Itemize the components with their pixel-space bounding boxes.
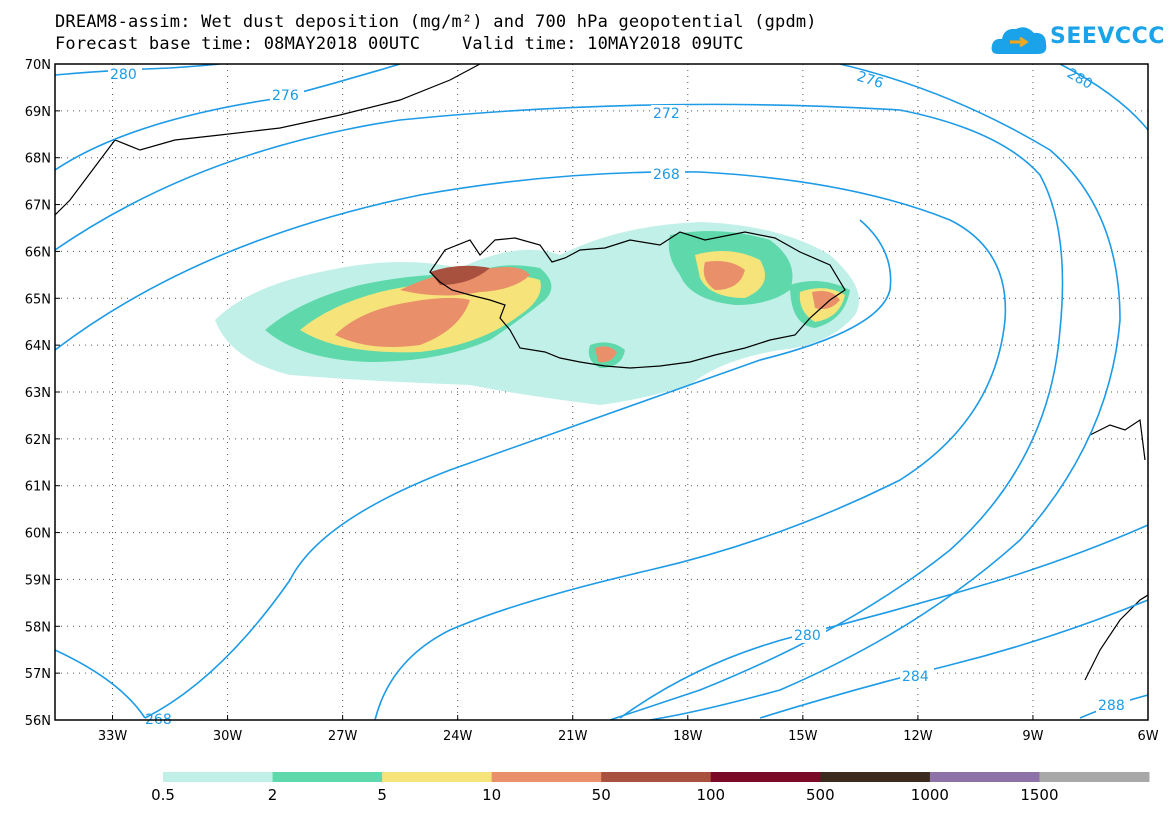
lat-tick-label: 63N [25,386,51,401]
norway-coastline [1084,418,1148,681]
contour-276-ne [649,64,1121,720]
lon-tick-label: 30W [213,729,243,744]
lat-tick-label: 68N [25,152,51,167]
lat-tick-label: 59N [25,573,51,588]
coastlines [55,64,1148,681]
cloud-logo-icon [991,27,1047,54]
contour-268-sw [55,649,146,719]
svg-text:268: 268 [653,167,680,183]
legend-swatch [1039,772,1150,782]
greenland-coastline [55,64,481,216]
map-subtitle: Forecast base time: 08MAY2018 00UTC Vali… [55,34,744,54]
contour-268 [55,171,1007,720]
lon-tick-label: 21W [558,729,588,744]
legend-swatch [491,772,602,782]
legend-label: 1000 [910,786,949,804]
contour-276-nw [55,64,401,171]
legend-label: 5 [377,786,387,804]
legend-swatch [929,772,1040,782]
legend-label: 1500 [1020,786,1059,804]
svg-text:276: 276 [272,88,299,104]
lat-tick-label: 60N [25,527,51,542]
dust-contour-10c [703,261,745,290]
map-title: DREAM8-assim: Wet dust deposition (mg/m²… [55,12,817,32]
lon-tick-label: 24W [443,729,473,744]
lon-tick-label: 9W [1022,729,1043,744]
svg-text:280: 280 [794,628,821,644]
lat-tick-label: 65N [25,292,51,307]
lon-tick-label: 6W [1137,729,1158,744]
legend-label: 500 [806,786,835,804]
lon-tick-label: 15W [788,729,818,744]
legend-label: 10 [482,786,502,804]
lat-tick-label: 57N [25,667,51,682]
dust-contour-50 [430,265,490,285]
lat-tick-label: 64N [25,339,51,354]
axis-labels: 70N 69N 68N 67N 66N 65N 64N 63N 62N 61N 60N 59N 58N 5… [25,58,1159,744]
svg-text:280: 280 [110,67,137,83]
contour-264-band [144,219,892,719]
lat-tick-label: 70N [25,58,51,73]
logo-text: SEEVCCC [1050,24,1165,49]
legend-label: 100 [696,786,726,804]
legend-swatch [710,772,821,782]
legend-swatch [601,772,712,782]
svg-text:276: 276 [855,69,885,93]
lat-tick-label: 67N [25,199,51,214]
lon-tick-label: 18W [673,729,703,744]
contour-272 [55,103,1064,720]
contour-280-se [619,524,1148,719]
dust-contour-10e [595,346,617,363]
lat-tick-label: 61N [25,480,51,495]
lat-tick-label: 66N [25,245,51,260]
contour-284 [759,599,1148,719]
legend-swatch [163,772,274,782]
legend-swatch [820,772,931,782]
lat-tick-label: 56N [25,714,51,729]
lat-tick-label: 58N [25,620,51,635]
svg-text:288: 288 [1098,698,1125,714]
legend-label: 50 [591,786,611,804]
dust-contour-10 [335,297,470,348]
dust-contour-10d [812,291,840,309]
iceland-coastline [429,231,846,369]
contour-labels: 280 276 272 268 280 284 288 276 280 268 [108,66,1130,728]
contour-280-nw [55,64,221,76]
lon-tick-label: 12W [903,729,933,744]
legend-label: 2 [267,786,278,804]
legend-swatch [272,772,383,782]
color-legend-bar [163,772,1150,782]
lat-tick-label: 62N [25,433,51,448]
contour-280-ne [1059,64,1148,131]
lon-tick-label: 33W [98,729,128,744]
svg-text:272: 272 [653,106,680,122]
legend-label: 0.5 [151,786,175,804]
legend-swatch [382,772,493,782]
lon-tick-label: 27W [328,729,358,744]
svg-text:284: 284 [902,669,929,685]
lat-tick-label: 69N [25,105,51,120]
geopotential-contours [55,64,1148,720]
